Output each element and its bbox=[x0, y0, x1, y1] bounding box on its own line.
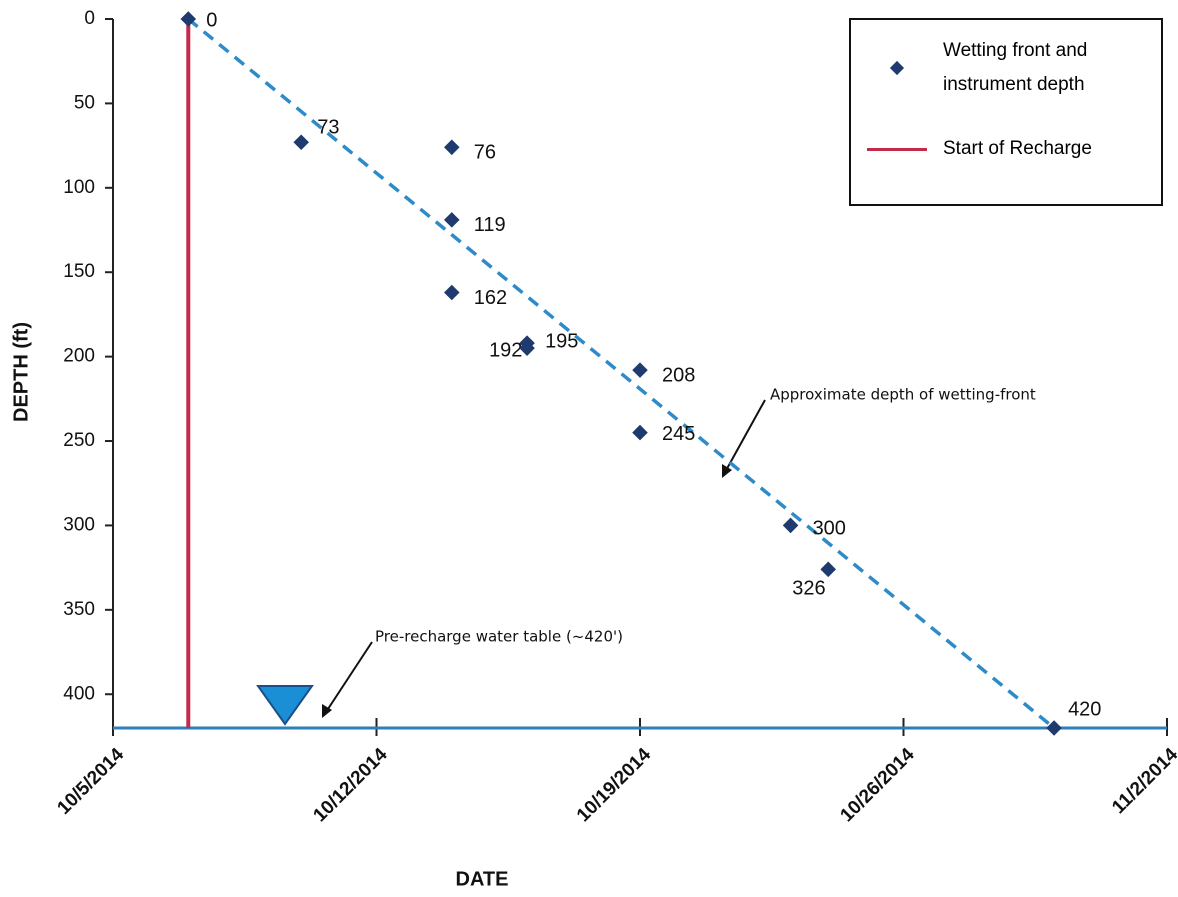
data-point bbox=[444, 212, 460, 228]
data-point bbox=[293, 134, 309, 151]
data-label: 195 bbox=[545, 330, 578, 352]
arrow-head bbox=[322, 704, 332, 718]
legend: Wetting front and instrument depth Start… bbox=[849, 18, 1163, 206]
data-label: 326 bbox=[792, 578, 825, 600]
data-label: 300 bbox=[813, 518, 846, 540]
x-tick-label: 11/2/2014 bbox=[1108, 744, 1178, 818]
data-point bbox=[632, 362, 648, 378]
data-label: 73 bbox=[317, 117, 339, 139]
annotation-arrow bbox=[325, 641, 373, 713]
legend-entry: Wetting front and instrument depth bbox=[851, 34, 1133, 102]
data-point bbox=[782, 517, 799, 534]
x-tick-label: 10/5/2014 bbox=[53, 744, 128, 819]
x-tick-label: 10/12/2014 bbox=[309, 744, 391, 826]
data-label: 119 bbox=[474, 214, 506, 236]
data-point bbox=[820, 561, 836, 578]
y-tick-label: 300 bbox=[63, 514, 95, 535]
annotation: Approximate depth of wetting-front bbox=[770, 386, 1036, 404]
y-tick-label: 0 bbox=[84, 8, 95, 29]
data-point bbox=[444, 139, 460, 156]
y-tick-label: 150 bbox=[63, 261, 95, 282]
data-label: 192 bbox=[489, 339, 522, 361]
data-label: 0 bbox=[206, 9, 217, 31]
legend-label: Start of Recharge bbox=[943, 138, 1092, 159]
data-point bbox=[444, 284, 460, 301]
x-tick-label: 10/19/2014 bbox=[573, 744, 655, 826]
data-label: 208 bbox=[662, 364, 695, 386]
water-table-symbol bbox=[256, 685, 314, 726]
x-axis-title: DATE bbox=[456, 868, 509, 890]
x-tick-label: 10/26/2014 bbox=[836, 744, 918, 826]
legend-entry: Start of Recharge bbox=[851, 132, 1133, 166]
data-label: 76 bbox=[474, 142, 496, 164]
data-point bbox=[1046, 720, 1062, 736]
y-tick-label: 100 bbox=[63, 177, 95, 198]
data-label: 162 bbox=[474, 287, 507, 309]
y-tick-label: 200 bbox=[63, 346, 95, 367]
y-tick-label: 50 bbox=[74, 92, 95, 113]
data-label: 420 bbox=[1068, 698, 1101, 720]
legend-label: Wetting front and instrument depth bbox=[943, 40, 1088, 95]
trend-line bbox=[187, 17, 1056, 730]
legend-symbol bbox=[889, 60, 905, 76]
y-axis-title: DEPTH (ft) bbox=[10, 322, 32, 422]
y-tick-label: 350 bbox=[63, 599, 95, 620]
legend-symbol bbox=[867, 147, 927, 151]
data-label: 245 bbox=[662, 423, 695, 445]
data-point bbox=[632, 424, 648, 441]
data-point bbox=[180, 11, 197, 27]
arrow-head bbox=[722, 464, 732, 478]
y-tick-label: 400 bbox=[63, 683, 95, 704]
annotation: Pre-recharge water table (~420') bbox=[375, 628, 623, 646]
y-tick-label: 250 bbox=[63, 430, 95, 451]
